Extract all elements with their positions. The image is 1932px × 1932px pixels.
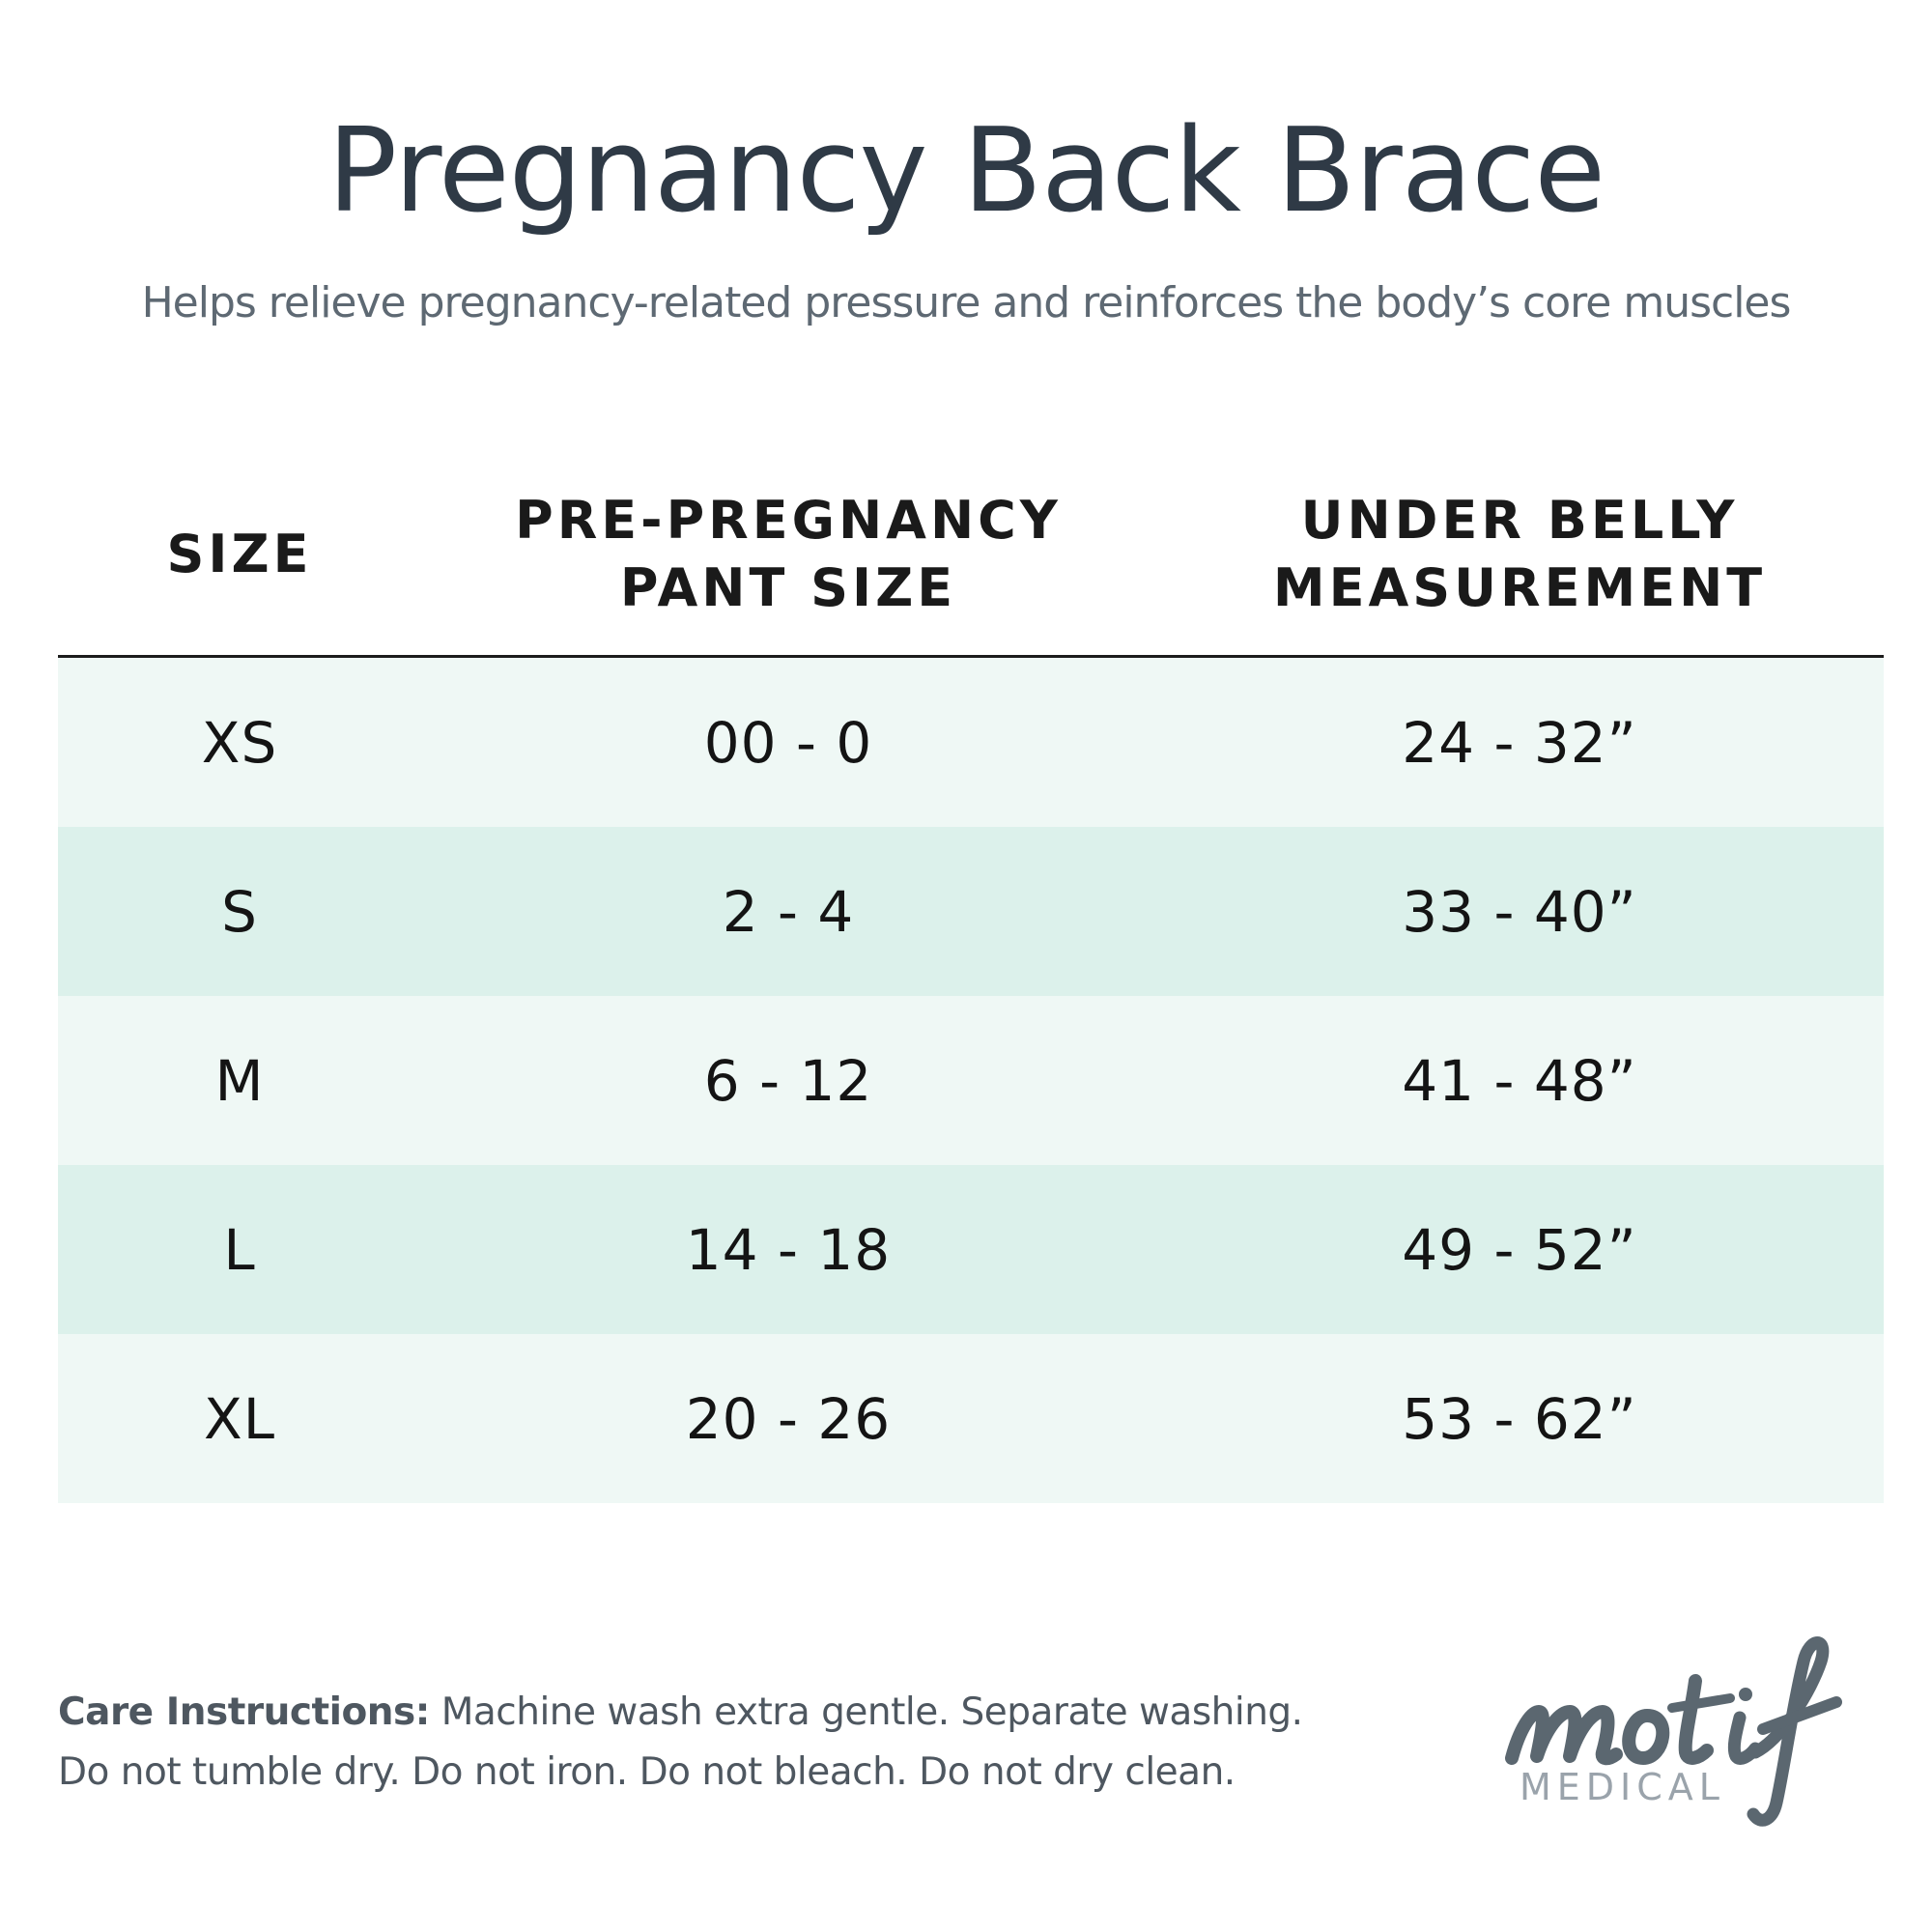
table-row: XL 20 - 26 53 - 62” (58, 1334, 1884, 1503)
cell-size: XL (203, 1385, 276, 1452)
column-header-pant-size: PRE-PREGNANCY PANT SIZE (421, 487, 1155, 622)
care-line-1: Machine wash extra gentle. Separate wash… (440, 1690, 1303, 1734)
cell-pant-size: 14 - 18 (685, 1216, 892, 1283)
column-header-belly: UNDER BELLY MEASUREMENT (1155, 487, 1884, 622)
logo-medical-text: MEDICAL (1520, 1766, 1725, 1808)
size-table: SIZE PRE-PREGNANCY PANT SIZE UNDER BELLY… (58, 454, 1884, 1503)
cell-belly: 24 - 32” (1402, 709, 1637, 776)
table-row: M 6 - 12 41 - 48” (58, 996, 1884, 1165)
column-header-size: SIZE (58, 521, 421, 588)
motif-medical-logo: MEDICAL (1502, 1623, 1908, 1855)
column-header-line: PANT SIZE (619, 557, 957, 618)
table-row: XS 00 - 0 24 - 32” (58, 658, 1884, 827)
cell-belly: 49 - 52” (1402, 1216, 1637, 1283)
cell-size: XS (201, 709, 278, 776)
motif-wordmark-icon (1505, 1636, 1842, 1827)
care-instructions: Care Instructions: Machine wash extra ge… (58, 1683, 1430, 1803)
table-row: L 14 - 18 49 - 52” (58, 1165, 1884, 1334)
column-header-line: SIZE (166, 524, 313, 584)
cell-belly: 53 - 62” (1402, 1385, 1637, 1452)
care-label: Care Instructions: (58, 1690, 430, 1734)
cell-belly: 41 - 48” (1402, 1047, 1637, 1114)
cell-pant-size: 2 - 4 (722, 878, 855, 945)
cell-belly: 33 - 40” (1402, 878, 1637, 945)
page-title: Pregnancy Back Brace (327, 104, 1605, 239)
column-header-line: PRE-PREGNANCY (515, 490, 1062, 551)
cell-size: M (214, 1047, 265, 1114)
column-header-line: UNDER BELLY (1300, 490, 1739, 551)
cell-size: L (223, 1216, 256, 1283)
cell-pant-size: 6 - 12 (703, 1047, 873, 1114)
cell-pant-size: 00 - 0 (703, 709, 873, 776)
cell-pant-size: 20 - 26 (685, 1385, 892, 1452)
table-row: S 2 - 4 33 - 40” (58, 827, 1884, 996)
cell-size: S (221, 878, 258, 945)
table-header: SIZE PRE-PREGNANCY PANT SIZE UNDER BELLY… (58, 454, 1884, 658)
column-header-line: MEASUREMENT (1272, 557, 1767, 618)
page-subtitle: Helps relieve pregnancy-related pressure… (141, 278, 1792, 327)
care-line-2: Do not tumble dry. Do not iron. Do not b… (58, 1750, 1236, 1794)
